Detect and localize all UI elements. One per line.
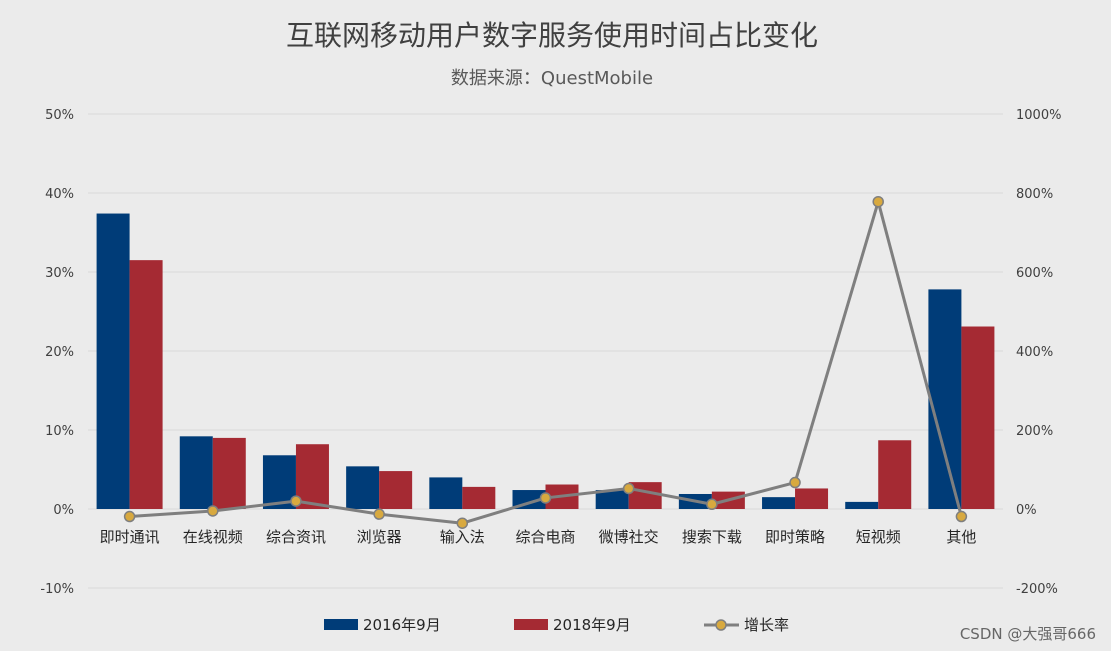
bar-2016 <box>179 436 213 509</box>
bar-2018 <box>628 482 662 509</box>
bar-2018 <box>379 471 413 509</box>
growth-series-line <box>129 200 963 525</box>
right-tick-label: -200% <box>1016 582 1058 597</box>
legend-label-2018: 2018年9月 <box>553 616 631 634</box>
bar-2016 <box>845 501 879 509</box>
category-label: 即时通讯 <box>100 528 160 546</box>
bar-2016 <box>346 466 380 509</box>
chart-title: 互联网移动用户数字服务使用时间占比变化 <box>286 19 818 52</box>
right-axis-ticks: -200% 0% 200% 400% 600% 800% 1000% <box>1016 108 1061 597</box>
growth-point <box>955 510 968 523</box>
growth-point <box>539 492 552 504</box>
bar-2016 <box>595 490 629 509</box>
category-label: 综合资讯 <box>266 528 326 546</box>
legend-label-2016: 2016年9月 <box>363 616 441 634</box>
bar-2018 <box>129 260 163 509</box>
left-tick-label: 50% <box>45 108 74 123</box>
category-label: 在线视频 <box>183 528 243 546</box>
bar-2018 <box>795 488 829 509</box>
category-label: 微博社交 <box>599 528 659 546</box>
category-label: 其他 <box>946 528 976 546</box>
right-tick-label: 600% <box>1016 266 1053 281</box>
legend-label-growth: 增长率 <box>744 616 789 634</box>
gridlines <box>88 113 1003 589</box>
left-tick-label: 40% <box>45 187 74 202</box>
category-labels: 即时通讯 在线视频 综合资讯 浏览器 输入法 综合电商 微博社交 搜索下载 即时策略 短视频 其他 <box>100 528 977 546</box>
growth-point <box>872 195 884 208</box>
bar-2018 <box>212 437 246 509</box>
bar-2016 <box>928 289 962 509</box>
growth-point <box>706 498 718 511</box>
bar-2016 <box>429 477 463 509</box>
category-label: 短视频 <box>856 528 901 546</box>
growth-point <box>207 505 219 517</box>
category-label: 即时策略 <box>765 528 825 546</box>
left-tick-label: 30% <box>45 266 74 281</box>
legend-swatch-2016 <box>324 619 358 630</box>
growth-point <box>373 508 385 520</box>
growth-point <box>290 495 302 507</box>
growth-point <box>123 510 136 523</box>
right-tick-label: 400% <box>1016 345 1053 360</box>
bar-2018 <box>878 440 912 509</box>
right-tick-label: 1000% <box>1016 108 1061 123</box>
left-tick-label: -10% <box>40 582 74 597</box>
category-label: 输入法 <box>440 528 485 546</box>
growth-point <box>456 517 469 529</box>
chart-subtitle: 数据来源：QuestMobile <box>451 68 653 89</box>
bar-2018 <box>462 486 496 509</box>
right-tick-label: 800% <box>1016 187 1053 202</box>
left-tick-label: 10% <box>45 424 74 439</box>
growth-point <box>622 482 635 495</box>
bar-2016 <box>762 497 796 509</box>
left-tick-label: 20% <box>45 345 74 360</box>
left-axis-ticks: -10% 0% 10% 20% 30% 40% 50% <box>40 108 74 597</box>
bars <box>96 213 995 510</box>
growth-point <box>789 476 801 489</box>
bar-2018 <box>961 326 995 509</box>
category-label: 综合电商 <box>515 528 575 546</box>
right-tick-label: 0% <box>1016 503 1037 518</box>
right-tick-label: 200% <box>1016 424 1053 439</box>
growth-line <box>123 195 968 529</box>
legend-swatch-2018 <box>514 619 548 630</box>
left-tick-label: 0% <box>53 503 74 518</box>
legend-marker-growth <box>715 619 727 631</box>
category-label: 搜索下载 <box>682 528 742 546</box>
bar-2016 <box>96 213 130 510</box>
legend: 2016年9月 2018年9月 增长率 <box>324 616 789 634</box>
watermark: CSDN @大强哥666 <box>960 625 1096 643</box>
bar-2018 <box>295 444 329 509</box>
category-label: 浏览器 <box>357 528 402 546</box>
